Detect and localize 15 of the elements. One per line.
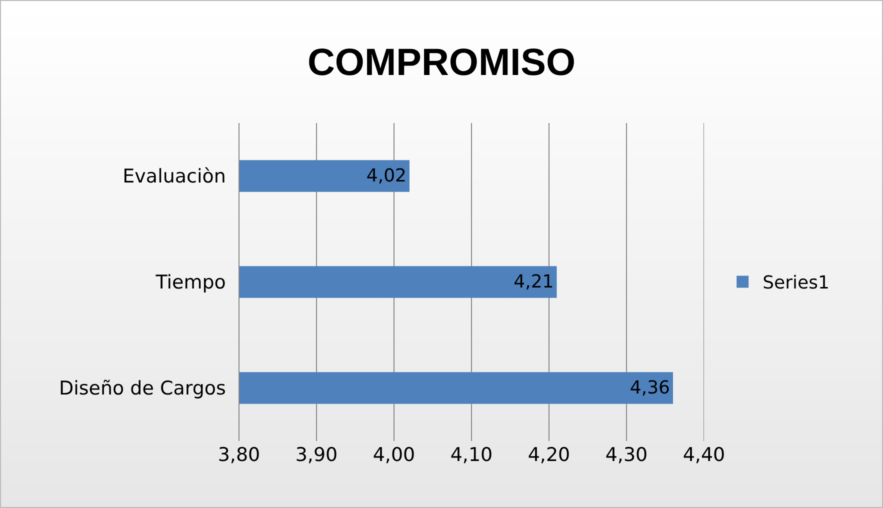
x-tick-label: 4,20 bbox=[528, 444, 570, 466]
y-tick-label: Evaluaciòn bbox=[122, 166, 238, 188]
x-tick-label: 4,40 bbox=[682, 444, 726, 466]
x-tick-label: 4,10 bbox=[450, 444, 493, 466]
legend-label: Series1 bbox=[762, 272, 830, 294]
x-tick-label: 3,80 bbox=[218, 444, 260, 466]
y-tick-label: Diseño de Cargos bbox=[58, 378, 238, 400]
data-label: 4,36 bbox=[630, 378, 670, 398]
x-tick-label: 4,00 bbox=[372, 444, 416, 466]
chart-title: COMPROMISO bbox=[307, 42, 576, 84]
data-label: 4,21 bbox=[514, 272, 554, 292]
x-tick-label: 4,30 bbox=[605, 444, 648, 466]
data-label: 4,02 bbox=[366, 166, 406, 186]
y-tick-label: Tiempo bbox=[154, 272, 238, 294]
x-tick-label: 3,90 bbox=[295, 444, 338, 466]
